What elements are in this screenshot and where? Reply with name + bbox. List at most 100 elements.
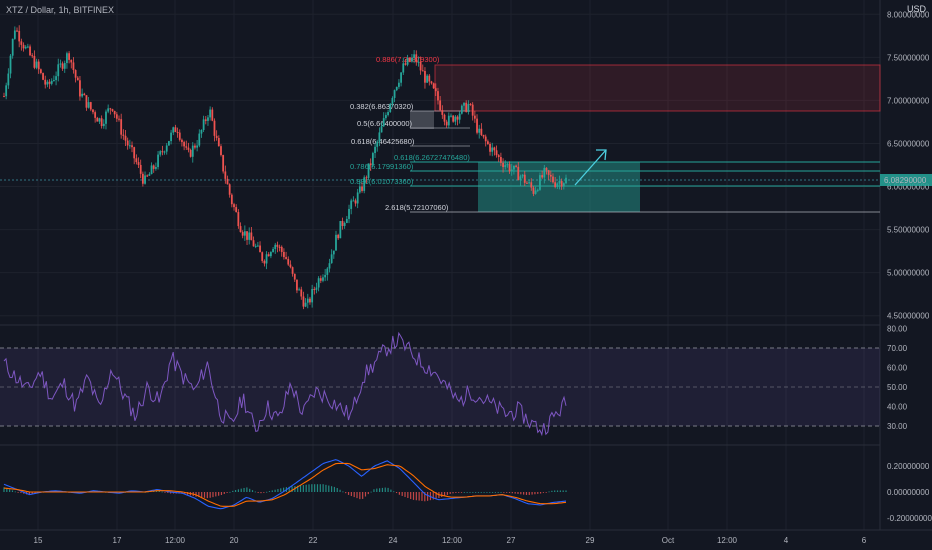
time-tick: 6 [862, 536, 867, 545]
candle-body [398, 82, 400, 87]
candle-body [150, 165, 153, 175]
candle-body [539, 175, 541, 190]
fib-golden-pocket-box[interactable] [410, 111, 434, 129]
candle-body [521, 174, 524, 177]
macd-hist-bar [251, 490, 254, 492]
candle-body [478, 128, 481, 133]
candle-body [57, 64, 60, 77]
macd-hist-bar [20, 492, 22, 494]
candle-body [450, 115, 452, 117]
macd-hist-bar [387, 487, 389, 492]
macd-hist-bar [443, 492, 446, 496]
macd-hist-bar [240, 488, 242, 492]
macd-hist-bar [528, 492, 530, 495]
candle-body [137, 162, 140, 165]
candle-body [556, 183, 559, 187]
currency-label[interactable]: USD [906, 4, 926, 14]
candle-body [404, 63, 407, 65]
macd-hist-bar [362, 492, 364, 499]
macd-hist-bar [477, 492, 480, 493]
candle-body [319, 278, 322, 281]
candle-body [283, 251, 285, 258]
price-scale[interactable]: 8.00000000 7.50000000 7.00000000 6.50000000… [887, 10, 930, 320]
candle-body [272, 248, 274, 253]
macd-hist-bar [548, 491, 550, 493]
macd-hist-bar [218, 492, 220, 496]
price-tick: 7.00000000 [887, 96, 930, 105]
time-tick: 22 [309, 536, 318, 545]
fib-resistance-zone[interactable] [434, 64, 881, 112]
time-axis[interactable]: 15 17 12:00 20 22 24 12:00 27 29 Oct 12:00 4 6 [34, 536, 867, 545]
macd-hist-bar [232, 490, 234, 492]
macd-hist-bar [215, 492, 217, 497]
candle-body [552, 176, 554, 183]
candle-body [330, 254, 333, 264]
macd-hist-bar [379, 488, 381, 492]
macd-hist-bar [390, 489, 392, 492]
candle-body [335, 234, 337, 251]
candle-body [29, 46, 31, 56]
macd-hist-bar [260, 492, 262, 494]
candle-body [280, 246, 283, 252]
macd-hist-bar [28, 492, 31, 496]
candle-body [402, 63, 405, 73]
rsi-tick: 70.00 [887, 344, 908, 353]
candle-body [224, 171, 227, 179]
macd-hist-bar [472, 492, 474, 493]
time-tick: 24 [389, 536, 398, 545]
macd-hist-bar [449, 492, 451, 494]
macd-hist-bar [325, 484, 327, 492]
candle-body [361, 186, 363, 191]
candle-body [324, 274, 327, 278]
candle-body [213, 120, 216, 136]
macd-hist-bar [475, 492, 477, 493]
candle-body [92, 109, 94, 113]
candle-body [293, 273, 296, 280]
macd-hist-bar [418, 492, 420, 501]
macd-hist-bar [452, 492, 454, 494]
candle-body [415, 54, 418, 63]
macd-hist-bar [381, 487, 384, 492]
candle-body [526, 182, 528, 184]
projection-arrow[interactable] [574, 149, 607, 186]
macd-hist-bar [441, 492, 443, 497]
macd-hist-bar [415, 492, 417, 501]
macd-hist-bar [342, 491, 344, 493]
candle-body [263, 260, 266, 264]
candle-body [430, 81, 433, 84]
candle-body [181, 139, 183, 143]
candle-body [534, 190, 537, 194]
candle-body [189, 149, 192, 157]
candle-body [252, 240, 255, 247]
macd-hist-bar [503, 492, 505, 493]
candle-body [44, 79, 47, 85]
candle-body [456, 116, 459, 120]
macd-hist-bar [31, 492, 33, 495]
fib-label-0382: 0.382(6.86370320) [350, 102, 414, 111]
candle-body [382, 118, 385, 127]
symbol-title[interactable]: XTZ / Dollar, 1h, BITFINEX [6, 5, 115, 15]
macd-hist-bar [23, 492, 25, 494]
macd-hist-bar [565, 490, 567, 492]
candle-body [7, 73, 10, 86]
macd-hist-bar [424, 492, 426, 502]
candle-body [443, 114, 446, 122]
macd-scale[interactable]: 0.20000000 0.00000000 -0.20000000 [887, 462, 932, 523]
candles [3, 25, 567, 310]
fib-support-zone[interactable] [478, 162, 640, 212]
candle-body [55, 76, 57, 81]
macd-hist-bar [554, 490, 556, 492]
macd-hist-bar [302, 485, 304, 492]
rsi-scale[interactable]: 80.00 70.00 60.00 50.00 40.00 30.00 [887, 325, 908, 432]
macd-hist-bar [435, 492, 437, 499]
macd-hist-bar [223, 492, 225, 494]
candle-body [50, 80, 53, 84]
candle-body [421, 70, 424, 72]
macd-hist-bar [506, 492, 508, 493]
macd-tick: -0.20000000 [887, 514, 932, 523]
price-tick: 6.50000000 [887, 139, 930, 148]
candle-body [486, 141, 489, 144]
candle-body [560, 181, 563, 187]
macd-hist-bar [517, 492, 519, 494]
